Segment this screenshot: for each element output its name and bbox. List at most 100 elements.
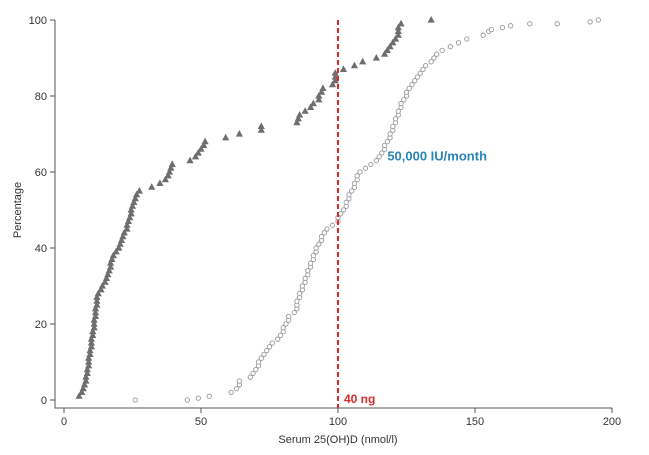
data-point-triangle (133, 190, 141, 198)
data-point-circle (291, 309, 297, 316)
data-point-triangle (97, 285, 105, 293)
data-point-circle (401, 97, 407, 103)
data-point-circle (316, 241, 322, 247)
data-point-triangle (130, 198, 138, 205)
data-point-circle (247, 374, 253, 380)
x-tick-label: 50 (195, 416, 207, 428)
data-point-circle (258, 355, 264, 361)
data-point-triangle (75, 392, 83, 399)
data-point-triangle (85, 361, 93, 369)
data-point-circle (351, 180, 358, 187)
data-point-triangle (359, 57, 367, 65)
tick-labels: 0 20 40 60 80 100 0 50 100 150 200 (29, 15, 622, 428)
data-point-circle (412, 78, 418, 84)
data-point-circle (595, 17, 601, 23)
data-point-triangle (124, 217, 132, 224)
y-tick-label: 60 (35, 167, 47, 179)
data-point-circle (414, 74, 421, 80)
data-point-triangle (82, 373, 90, 380)
data-point-circle (368, 161, 374, 168)
data-point-triangle (90, 320, 98, 327)
data-point-triangle (93, 293, 101, 300)
data-point-circle (318, 233, 325, 240)
data-point-triangle (85, 354, 93, 361)
data-point-triangle (78, 388, 86, 395)
data-point-triangle (83, 365, 91, 373)
threshold-label: 40 ng (344, 392, 375, 406)
data-point-triangle (307, 103, 315, 110)
data-point-circle (455, 40, 462, 46)
data-point-triangle (104, 270, 112, 278)
data-point-circle (349, 188, 355, 194)
y-tick-label: 80 (35, 91, 47, 103)
data-point-triangle (200, 141, 208, 148)
data-point-circle (464, 36, 470, 42)
data-point-triangle (397, 19, 405, 27)
data-point-triangle (93, 301, 101, 308)
data-point-circle (379, 150, 385, 156)
data-point-circle (329, 222, 336, 228)
data-point-circle (343, 199, 349, 206)
data-point-triangle (115, 244, 123, 251)
x-tick-label: 100 (329, 416, 347, 428)
data-point-circle (299, 283, 306, 289)
data-point-circle (283, 321, 289, 327)
data-point-circle (313, 245, 319, 251)
x-tick-label: 150 (466, 416, 484, 428)
data-point-circle (261, 351, 267, 358)
data-point-circle (480, 32, 486, 38)
data-point-triangle (87, 342, 95, 350)
data-point-triangle (98, 282, 106, 289)
data-point-triangle (89, 327, 97, 335)
data-point-circle (206, 393, 212, 399)
x-tick-label: 0 (61, 416, 67, 428)
data-point-triangle (101, 278, 109, 285)
data-point-triangle (293, 118, 301, 126)
data-point-triangle (394, 31, 402, 38)
data-point-circle (310, 252, 316, 259)
data-point-triangle (135, 187, 143, 194)
data-point-triangle (87, 335, 95, 342)
data-point-circle (390, 123, 396, 130)
data-point-triangle (372, 54, 380, 61)
data-point-circle (307, 260, 314, 266)
data-point-triangle (131, 194, 139, 202)
data-point-triangle (186, 156, 194, 164)
data-point-triangle (85, 358, 93, 365)
data-point-circle (439, 47, 445, 54)
data-point-triangle (164, 171, 172, 179)
data-point-triangle (106, 259, 115, 266)
data-point-triangle (191, 152, 200, 160)
data-point-circle (428, 59, 434, 65)
data-point-circle (384, 138, 390, 145)
data-point-triangle (91, 304, 100, 312)
data-point-triangle (87, 339, 95, 346)
data-point-triangle (102, 274, 111, 281)
data-point-triangle (386, 42, 394, 50)
data-point-circle (554, 21, 560, 27)
data-point-triangle (235, 130, 243, 137)
data-point-triangle (339, 65, 348, 72)
data-point-circle (302, 275, 308, 282)
data-point-triangle (301, 107, 309, 114)
data-point-triangle (112, 247, 120, 255)
data-point-triangle (317, 88, 326, 95)
data-point-circle (423, 62, 429, 69)
data-point-triangle (331, 69, 339, 76)
data-point-circle (296, 290, 303, 297)
data-point-triangle (83, 369, 91, 376)
data-point-circle (527, 21, 533, 27)
data-point-circle (305, 268, 311, 274)
data-point-triangle (93, 297, 101, 304)
data-point-circle (488, 26, 495, 33)
data-point-triangle (105, 266, 113, 274)
data-point-triangle (123, 225, 131, 232)
data-point-triangle (391, 35, 400, 42)
data-point-triangle (86, 346, 94, 354)
data-point-triangle (389, 38, 397, 46)
data-point-triangle (91, 308, 100, 316)
data-point-triangle (331, 76, 339, 84)
data-point-circle (275, 336, 281, 342)
data-point-triangle (123, 221, 131, 228)
